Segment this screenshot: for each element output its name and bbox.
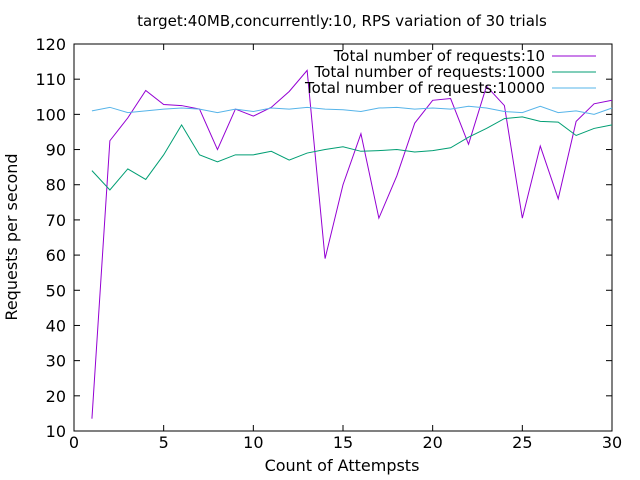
axis-tick-labels: 0 5 10 15 20 25 30 10 20 30 40 50 60 70 80 90 100 110 120	[35, 35, 622, 452]
x-tick-label: 5	[159, 433, 169, 452]
series-line-2	[91, 116, 613, 191]
y-tick-label: 10	[46, 422, 66, 441]
y-tick-label: 110	[35, 70, 66, 89]
y-tick-label: 20	[46, 387, 66, 406]
series-line-3	[91, 105, 613, 115]
x-tick-label: 25	[512, 433, 532, 452]
x-tick-label: 20	[422, 433, 442, 452]
legend-label-3: Total number of requests:10000	[304, 79, 545, 97]
legend-label-1: Total number of requests:10	[333, 47, 545, 65]
x-tick-label: 15	[333, 433, 353, 452]
x-tick-label: 30	[602, 433, 622, 452]
legend-label-2: Total number of requests:1000	[314, 63, 545, 81]
y-tick-label: 30	[46, 352, 66, 371]
x-axis-label: Count of Attempsts	[265, 456, 420, 475]
x-tick-label: 0	[69, 433, 79, 452]
series-line-1	[91, 69, 613, 419]
plot-frame	[73, 43, 613, 432]
y-tick-label: 40	[46, 316, 66, 335]
x-tick-label: 10	[243, 433, 263, 452]
y-axis-label: Requests per second	[2, 153, 21, 320]
chart-title: target:40MB,concurrently:10, RPS variati…	[137, 12, 547, 30]
axis-ticks	[73, 43, 613, 432]
y-tick-label: 50	[46, 281, 66, 300]
y-tick-label: 100	[35, 105, 66, 124]
y-tick-label: 120	[35, 35, 66, 54]
y-tick-label: 70	[46, 211, 66, 230]
series-lines	[91, 69, 613, 419]
y-tick-label: 60	[46, 246, 66, 265]
y-tick-label: 90	[46, 141, 66, 160]
y-tick-label: 80	[46, 176, 66, 195]
